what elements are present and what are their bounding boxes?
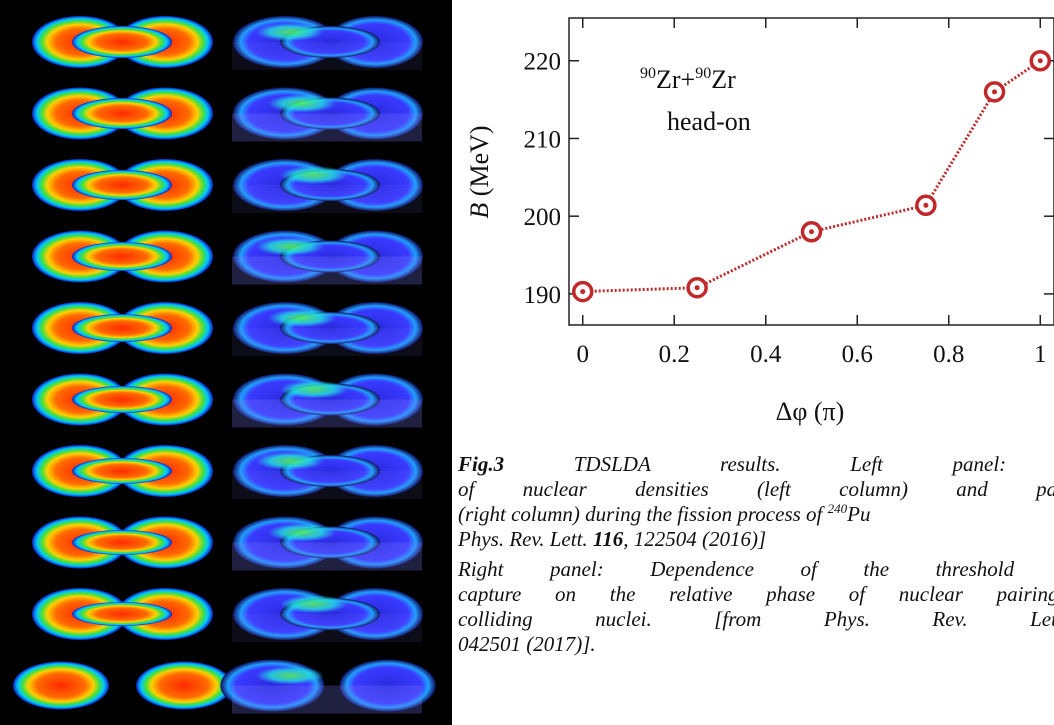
snapshot-row [32,302,423,356]
density-neck [72,98,172,129]
pairing-lower-half [232,185,422,213]
figure-label: Fig.3 [458,452,505,476]
density-neck [72,458,172,484]
density-neck [72,26,172,58]
pairing-lower-half [232,471,422,499]
density-neck [72,386,172,413]
caption-text: Right panel: Dependence of the threshold… [458,557,1054,581]
data-point-center [809,229,814,235]
caption-line: 042501 (2017)]. [458,632,1054,657]
plot-frame [568,17,1054,326]
pairing-lower-half [232,399,422,428]
x-tick-label: 0.4 [750,341,782,368]
pairing-lower-half [232,113,422,142]
x-tick-label: 1 [1034,341,1047,368]
caption-line: colliding nuclei. [from Phys. Rev. Lett. [458,607,1054,632]
pairing-patch [256,237,324,256]
caption-text: Phys. Rev. Lett. [458,527,593,551]
caption-line: Fig.3 TDSLDA results. Left panel: Ev [458,452,1054,477]
snapshot-row [13,659,436,714]
x-tick-label: 0.6 [842,341,873,368]
chart: 90Zr+90Zr head-on B (MeV) Δφ (π) 190 200 2… [465,17,1054,426]
pairing-patch [280,380,348,399]
y-tick-label: 220 [524,49,562,76]
pairing-lower-half [232,685,422,714]
caption-text: TDSLDA results. Left panel: Ev [504,452,1054,476]
caption-text: (right column) during the fission proces… [458,502,828,526]
y-tick-label: 200 [524,204,562,231]
subtitle: head-on [667,107,751,136]
caption-line: Right panel: Dependence of the threshold… [458,557,1054,582]
density-neck [72,530,172,555]
pairing-lower-half [232,328,422,356]
caption-text: 042501 (2017)]. [458,632,596,656]
simulation-panel [0,0,452,725]
snapshot-row [32,373,423,428]
caption: Fig.3 TDSLDA results. Left panel: Ev of … [458,452,1054,657]
snapshot-row [32,588,423,642]
density-neck [72,242,172,271]
density-blob [13,661,109,710]
snapshot-row [32,230,423,285]
pairing-patch [268,94,336,113]
pairing-patch [256,452,324,470]
caption-volume: 116 [592,527,624,551]
data-point-center [694,285,700,291]
pairing-lower-half [232,542,422,571]
data-point-center [992,89,998,95]
snapshot-row [32,87,423,142]
caption-line: of nuclear densities (left column) and p… [458,477,1054,502]
caption-text: capture on the relative phase of nuclear… [458,582,1054,606]
pairing-lower-half [232,614,422,642]
annotation: 90Zr+90Zr [640,65,736,94]
caption-line: (right column) during the fission proces… [458,502,1054,527]
caption-text: colliding nuclei. [from Phys. Rev. Lett. [458,607,1054,631]
x-tick-label: 0 [576,341,589,368]
data-point-center [1037,58,1043,64]
density-neck [72,314,172,342]
data-line [582,59,1042,294]
caption-text: , 122504 (2016)] [623,527,767,551]
y-axis-label: B (MeV) [465,125,494,218]
snapshot-row [32,16,423,70]
caption-superscript: 240 [827,501,848,516]
caption-line: capture on the relative phase of nuclear… [458,582,1054,607]
density-blob [136,661,232,710]
pairing-patch [280,595,348,613]
caption-text: Pu [847,502,871,526]
snapshot-row [32,516,423,571]
pairing-patch [268,309,336,327]
density-neck [72,602,172,626]
y-tick-label: 190 [524,282,562,309]
density-neck [72,170,172,200]
data-point-center [580,289,586,295]
pairing-patch [256,23,324,41]
snapshot-row [32,159,423,213]
caption-text: of nuclear densities (left column) and p… [458,477,1054,501]
pairing-lower-half [232,42,422,70]
pairing-patch [268,523,336,542]
pairing-patch [280,166,348,184]
data-point-center [923,202,929,208]
y-tick-label: 210 [524,126,562,153]
pairing-patch [256,666,324,685]
snapshot-row [32,445,423,499]
x-tick-label: 0.8 [933,341,964,368]
pairing-lower-half [232,256,422,285]
pairing-blob [339,659,436,712]
x-axis-label: Δφ (π) [776,397,845,426]
caption-line: Phys. Rev. Lett. 116, 122504 (2016)] [458,527,1054,552]
x-tick-label: 0.2 [659,341,690,368]
